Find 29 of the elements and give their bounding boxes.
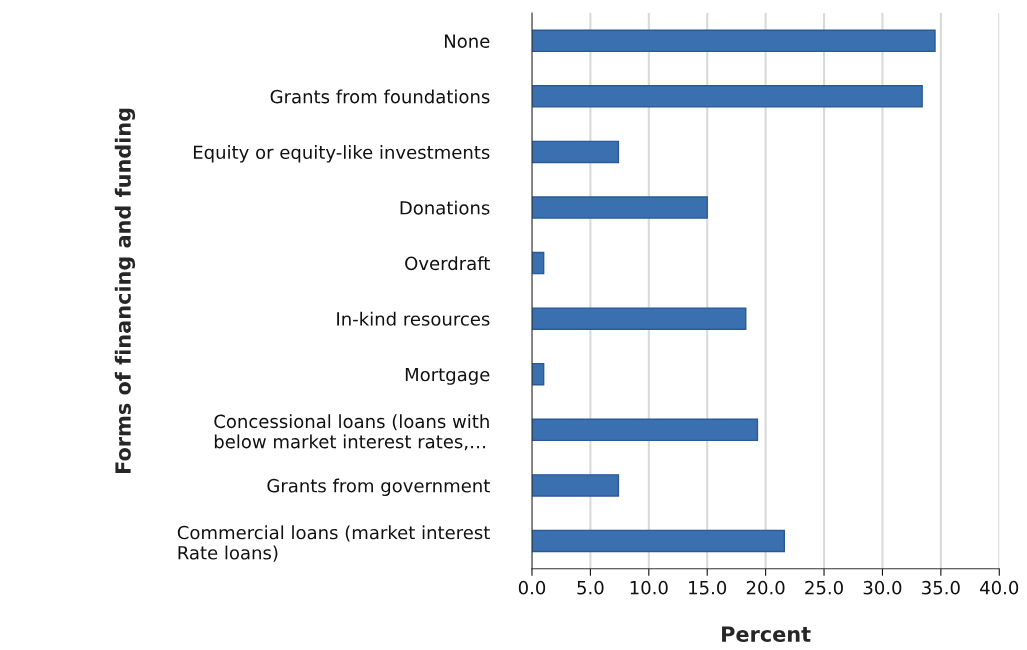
- y-tick-label: Donations: [400, 200, 490, 215]
- x-tick-label: 35.0: [922, 580, 960, 595]
- y-tick-label: Overdraft: [405, 256, 490, 271]
- x-tick-label: 40.0: [980, 580, 1019, 595]
- bar: [531, 140, 620, 164]
- bar: [531, 85, 923, 108]
- x-tick-label: 0.0: [518, 580, 546, 595]
- y-tick-label: In-kind resources: [337, 311, 490, 326]
- x-tick-label: 25.0: [805, 580, 843, 595]
- y-tick-label: Grants from government: [267, 478, 490, 496]
- bar: [531, 418, 759, 442]
- x-axis-title: Percent: [722, 626, 811, 642]
- y-tick-label: Equity or equity-like investments: [194, 145, 490, 163]
- y-tick-label: Concessional loans (loans with below market interest rates,…: [214, 414, 489, 451]
- bar: [531, 196, 708, 219]
- bar: [531, 529, 786, 553]
- bar: [531, 474, 620, 497]
- x-tick-label: 15.0: [689, 580, 727, 595]
- x-tick-label: 10.0: [630, 580, 668, 595]
- bar: [531, 307, 747, 330]
- y-tick-label: Mortgage: [405, 367, 490, 385]
- x-tick-label: 5.0: [577, 580, 604, 595]
- bar: [531, 29, 936, 53]
- x-tick-label: 20.0: [746, 580, 785, 595]
- y-axis-title: Forms of financing and funding: [114, 108, 136, 473]
- y-tick-label: Grants from foundations: [270, 89, 490, 104]
- y-tick-label: None: [444, 34, 490, 48]
- x-tick-label: 30.0: [863, 580, 902, 595]
- y-tick-label: Commercial loans (market interest Rate loans): [177, 525, 490, 562]
